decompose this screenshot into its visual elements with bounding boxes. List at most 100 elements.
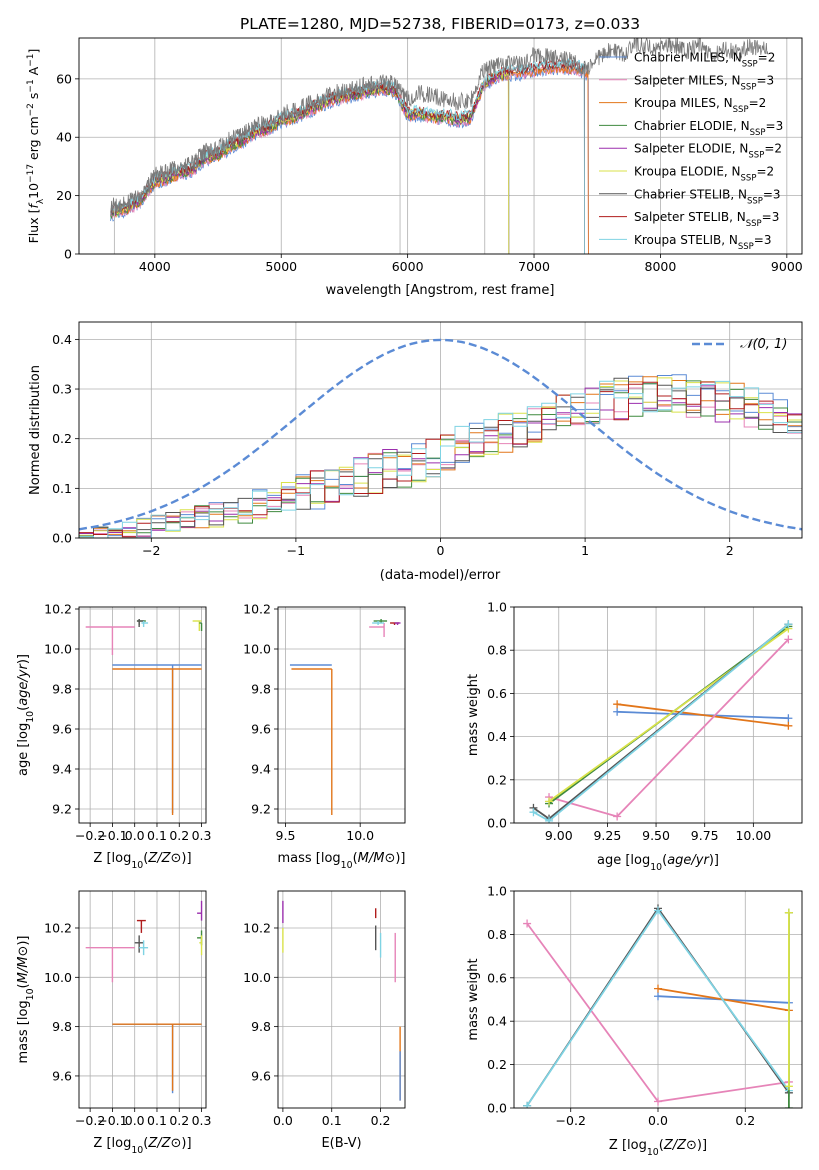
x-tick-label: 6000 [392,259,424,274]
label-part: 10 [26,183,41,199]
errorbar-point-chabrier-stelib [134,935,144,953]
x-tick-label: 0.0 [125,828,145,843]
plot-area [85,900,203,1094]
plot-area [289,619,401,815]
x-tick-label: −0.2 [556,1113,586,1128]
label-part: 10 [341,860,353,871]
series-marker [784,1082,793,1091]
series-marker [784,620,793,629]
series-marker [545,797,554,806]
x-axis-label: age [log10(age/yr)] [597,853,719,873]
y-tick-label: 9.4 [251,762,271,777]
x-tick-label: 0.1 [147,1113,167,1128]
label-part: s [26,93,41,104]
x-tick-label: −0.1 [97,1113,127,1128]
series-salpeter-miles [545,635,793,821]
x-tick-label: 0 [437,543,445,558]
legend-nssp: =3 [763,187,781,201]
y-axis-label: Normed distribution [28,365,43,495]
axes-mass-vs-z: −0.2−0.10.0 0.1 0.2 0.3 9.6 9.8 10.0 10.2 Z [log… [16,890,211,1156]
series-marker [784,714,793,723]
y-axis-label: mass weight [466,674,481,756]
y-tick-label: 60 [56,71,72,86]
spectrum-data-line [110,38,769,216]
label-part: λ [36,198,46,204]
y-tick-label: 9.4 [52,762,72,777]
y-tick-label: 9.8 [251,1019,271,1034]
y-tick-label: 1.0 [487,884,507,899]
y-tick-label: 0.0 [487,816,507,831]
spectrum-model-chabrier-elodie [110,69,510,254]
label-part: ( [143,851,148,866]
plot-area [523,904,793,1108]
x-tick-label: 9000 [771,259,803,274]
label-part: erg cm [26,116,41,164]
legend-subscript: SSP [748,151,764,161]
plot-area [529,620,793,823]
legend-model-name: Kroupa STELIB, N [634,233,738,247]
label-part: age [log [597,853,650,868]
x-tick-label: 9.5 [276,828,296,843]
x-tick-label: 9.00 [545,828,573,843]
series-kroupa-stelib [529,620,793,823]
legend-model-name: Salpeter MILES, N [634,73,741,87]
x-tick-label: 1 [581,543,589,558]
x-tick-label: 9.50 [642,828,670,843]
legend-model-name: Salpeter STELIB, N [634,210,746,224]
y-tick-label: 0 [64,247,72,262]
label-part: )] [709,853,719,868]
normal-distribution-curve [79,338,802,531]
x-tick-label: −2 [142,543,160,558]
label-part: Z/Z⊙ [147,1136,181,1151]
label-part: 10 [131,1145,143,1156]
x-tick-label: −0.2 [75,828,105,843]
series-marker [654,1097,662,1106]
label-part: )] [16,935,31,945]
series-marker [523,919,532,928]
label-part: −2 [26,103,36,116]
legend-model-name: Chabrier STELIB, N [634,187,747,201]
series-kroupa-miles [613,700,793,730]
label-part: Z/Z⊙ [663,1138,697,1153]
normal-legend-label: 𝒩(0, 1) [740,337,787,352]
errorbar-point-kroupa-stelib [141,621,149,627]
y-tick-label: 20 [56,188,72,203]
legend-label: Chabrier ELODIE, NSSP=3 [634,119,783,138]
series-kroupa-elodie [784,908,793,1091]
legend-nssp: =2 [749,96,767,110]
x-axis-label: E(B-V) [321,1136,361,1151]
plot-area [85,619,203,815]
y-tick-label: 10.2 [44,920,72,935]
series-marker [523,1101,532,1108]
series-marker [654,906,662,915]
errorbar-point-kroupa-elodie [199,935,203,956]
legend-model-name: Salpeter ELODIE, N [634,142,748,156]
legend-nssp: =3 [766,119,784,133]
x-tick-label: 0.2 [371,1113,391,1128]
spectrum-model-kroupa-stelib [111,57,585,254]
axes-age-vs-mass: 9.5 10.0 9.2 9.4 9.6 9.8 10.0 10.2 mass [log10(M… [243,602,405,871]
legend-label: Salpeter MILES, NSSP=3 [634,73,774,92]
x-axis-label: Z [log10(Z/Z⊙)] [93,851,191,871]
legend-subscript: SSP [746,219,762,229]
errorbar-point-salpeter-miles [369,623,385,637]
plot-area [79,338,802,538]
label-part: −1 [26,53,36,66]
legend-nssp: =2 [756,165,774,179]
legend-model-name: Kroupa MILES, N [634,96,733,110]
y-axis-label: age [log10(age/yr)] [16,654,36,776]
series-marker [613,812,622,821]
y-tick-label: 9.6 [251,1068,271,1083]
series-line [616,703,789,727]
x-axis-label: mass [log10(M/M⊙)] [277,851,405,871]
label-part: ( [659,1138,664,1153]
legend-label: Kroupa STELIB, NSSP=3 [634,233,772,252]
legend-nssp: =3 [756,73,774,87]
x-tick-label: 9.25 [593,828,621,843]
x-axis-label: Z [log10(Z/Z⊙)] [609,1138,707,1158]
errorbar-point-salpeter-stelib [136,919,146,933]
label-part: 10 [650,862,662,873]
y-tick-label: 9.8 [251,682,271,697]
